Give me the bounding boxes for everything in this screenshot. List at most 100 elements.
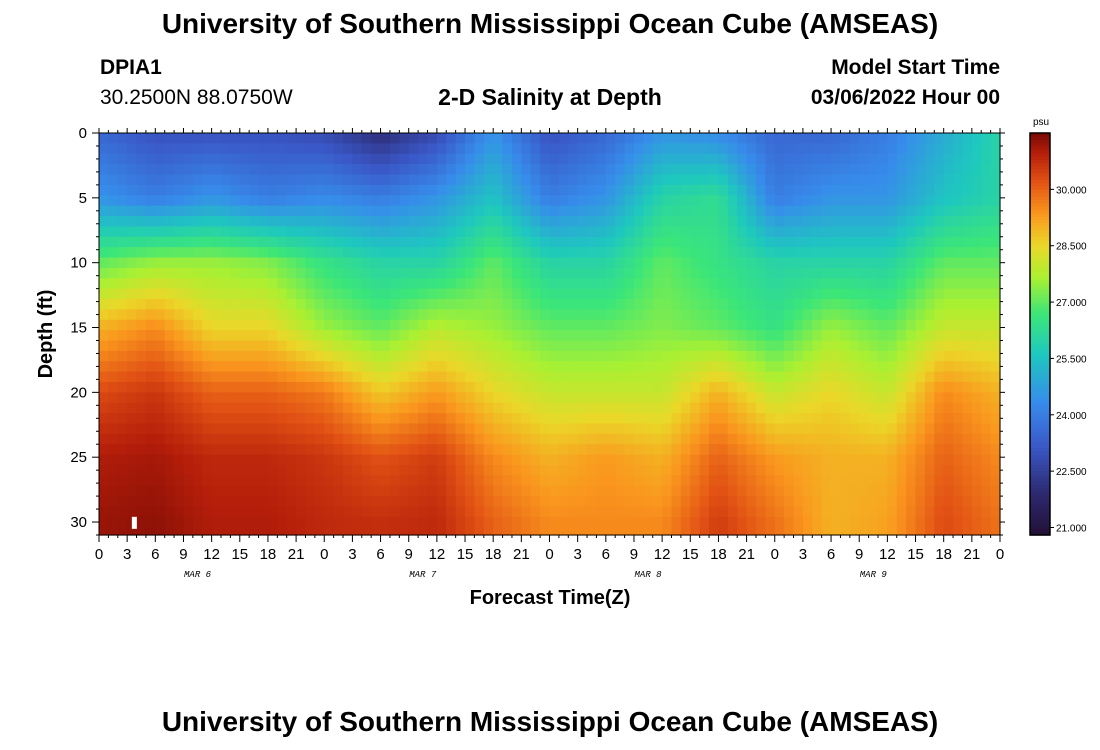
heatmap-cell xyxy=(615,288,626,300)
heatmap-cell xyxy=(474,350,485,362)
heatmap-cell xyxy=(868,133,879,144)
heatmap-cell xyxy=(690,485,701,497)
heatmap-cell xyxy=(474,392,485,404)
heatmap-cell xyxy=(436,174,447,186)
heatmap-cell xyxy=(924,402,935,414)
heatmap-cell xyxy=(962,340,973,352)
y-tick-label: 25 xyxy=(70,449,87,466)
heatmap-cell xyxy=(746,143,757,155)
heatmap-cell xyxy=(981,506,992,518)
colorbar: 30.00028.50027.00025.50024.00022.50021.0… xyxy=(1029,132,1087,536)
heatmap-cell xyxy=(577,319,588,331)
heatmap-cell xyxy=(455,278,466,290)
heatmap-cell xyxy=(493,226,504,238)
heatmap-cell xyxy=(943,143,954,155)
heatmap-cell xyxy=(915,340,926,352)
heatmap-cell xyxy=(258,350,269,362)
heatmap-cell xyxy=(277,371,288,383)
heatmap-cell xyxy=(221,153,231,165)
heatmap-cell xyxy=(483,143,494,155)
heatmap-cell xyxy=(680,527,691,536)
heatmap-cell xyxy=(840,496,851,508)
heatmap-cell xyxy=(361,288,372,300)
heatmap-cell xyxy=(530,423,541,435)
heatmap-cell xyxy=(577,506,588,518)
date-label: MAR 7 xyxy=(409,570,437,580)
colorbar-segment xyxy=(1030,434,1050,439)
heatmap-cell xyxy=(145,361,156,373)
heatmap-cell xyxy=(746,454,757,466)
heatmap-cell xyxy=(221,350,231,362)
heatmap-cell xyxy=(943,413,954,425)
heatmap-cell xyxy=(136,413,147,425)
heatmap-cell xyxy=(380,319,391,331)
heatmap-cell xyxy=(746,485,757,497)
heatmap-cell xyxy=(699,133,710,144)
heatmap-cell xyxy=(793,330,804,342)
heatmap-cell xyxy=(727,527,738,536)
colorbar-segment xyxy=(1030,169,1050,174)
heatmap-cell xyxy=(296,205,307,217)
heatmap-cell xyxy=(793,164,804,176)
colorbar-segment xyxy=(1030,394,1050,399)
heatmap-cell xyxy=(887,278,898,290)
heatmap-cell xyxy=(821,164,832,176)
heatmap-cell xyxy=(840,236,851,248)
heatmap-cell xyxy=(680,195,691,207)
heatmap-cell xyxy=(493,133,504,144)
heatmap-cell xyxy=(108,527,119,536)
heatmap-cell xyxy=(680,454,691,466)
heatmap-cell xyxy=(784,164,795,176)
heatmap-cell xyxy=(371,215,382,227)
heatmap-cell xyxy=(934,485,945,497)
heatmap-cell xyxy=(455,402,466,414)
heatmap-cell xyxy=(643,475,654,487)
heatmap-cell xyxy=(136,371,147,383)
heatmap-cell xyxy=(239,381,250,393)
heatmap-cell xyxy=(868,350,879,362)
heatmap-cell xyxy=(418,247,429,259)
heatmap-cell xyxy=(117,454,128,466)
heatmap-cell xyxy=(558,278,569,290)
heatmap-cell xyxy=(765,309,776,321)
heatmap-cell xyxy=(680,371,691,383)
heatmap-cell xyxy=(746,330,757,342)
heatmap-cell xyxy=(709,153,720,165)
heatmap-cell xyxy=(399,288,410,300)
heatmap-cell xyxy=(971,298,982,310)
heatmap-cell xyxy=(924,527,935,536)
heatmap-cell xyxy=(530,247,541,259)
heatmap-cell xyxy=(624,288,635,300)
heatmap-cell xyxy=(962,371,973,383)
heatmap-cell xyxy=(202,267,213,279)
heatmap-cell xyxy=(371,319,382,331)
heatmap-cell xyxy=(333,464,344,476)
heatmap-cell xyxy=(267,361,278,373)
heatmap-cell xyxy=(915,485,926,497)
heatmap-cell xyxy=(577,226,588,238)
heatmap-cell xyxy=(718,506,729,518)
heatmap-cell xyxy=(840,506,851,518)
heatmap-cell xyxy=(530,402,541,414)
heatmap-cell xyxy=(765,496,776,508)
heatmap-cell xyxy=(502,464,513,476)
heatmap-cell xyxy=(399,267,410,279)
heatmap-cell xyxy=(915,496,926,508)
heatmap-cell xyxy=(765,444,776,456)
heatmap-cell xyxy=(408,195,419,207)
heatmap-cell xyxy=(877,236,888,248)
heatmap-cell xyxy=(399,143,410,155)
heatmap-cell xyxy=(418,423,429,435)
heatmap-cell xyxy=(615,133,626,144)
heatmap-cell xyxy=(465,236,476,248)
heatmap-cell xyxy=(324,485,335,497)
heatmap-cell xyxy=(418,195,429,207)
heatmap-cell xyxy=(821,174,832,186)
heatmap-cell xyxy=(521,340,532,352)
heatmap-cell xyxy=(343,133,354,144)
colorbar-segment xyxy=(1030,220,1050,225)
heatmap-cell xyxy=(831,475,842,487)
heatmap-cell xyxy=(802,164,813,176)
heatmap-cell xyxy=(371,413,382,425)
heatmap-cell xyxy=(277,423,288,435)
